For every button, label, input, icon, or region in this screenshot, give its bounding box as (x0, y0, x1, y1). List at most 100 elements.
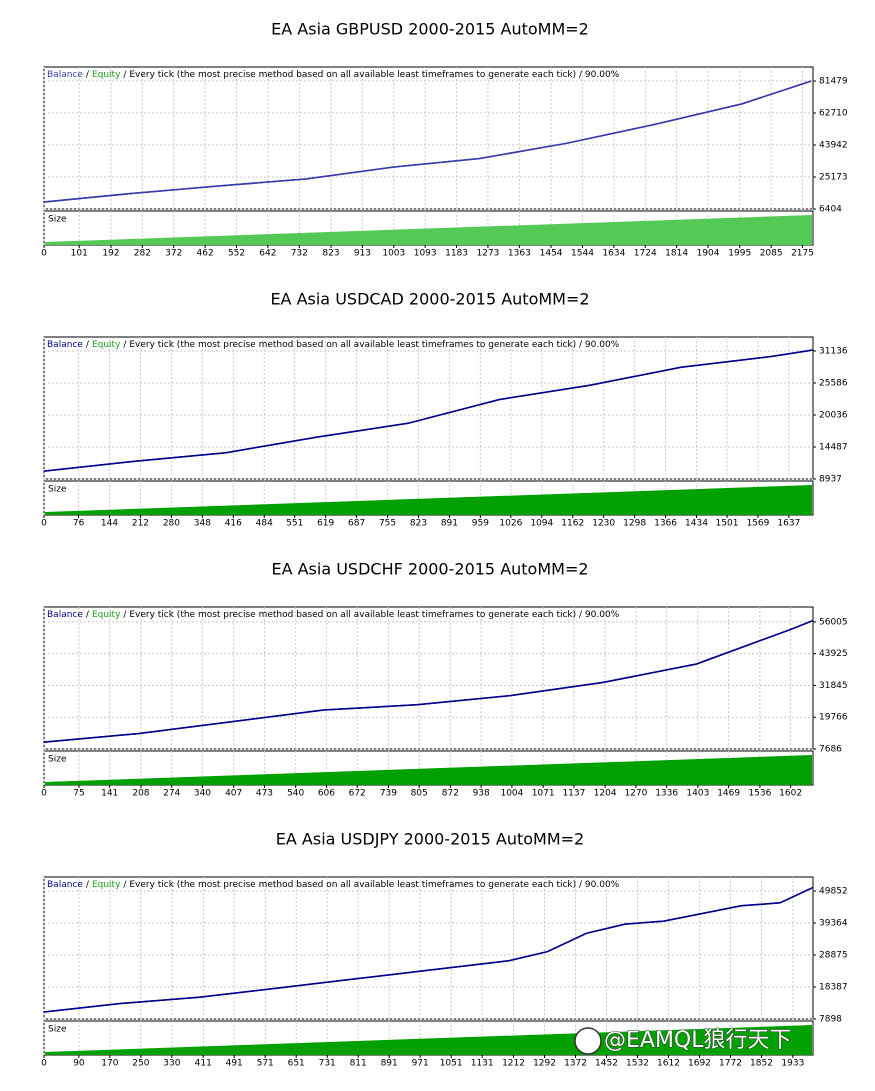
x-tick-label: 891 (381, 1059, 398, 1069)
x-tick-label: 1569 (746, 519, 769, 529)
y-tick-label: 7686 (819, 745, 842, 755)
balance-line (43, 349, 814, 472)
x-tick-label: 0 (41, 519, 47, 529)
watermark: @EAMQL狼行天下 (604, 1028, 792, 1053)
legend-text: / Every tick (the most precise method ba… (123, 340, 619, 350)
legend-entry: Balance (47, 70, 83, 80)
x-tick-label: 1292 (533, 1059, 556, 1069)
x-tick-label: 101 (71, 249, 88, 259)
x-tick-label: 2085 (760, 249, 783, 259)
x-tick-label: 552 (228, 249, 245, 259)
x-tick-label: 755 (379, 519, 396, 529)
x-tick-label: 619 (317, 519, 334, 529)
x-tick-label: 823 (410, 519, 427, 529)
x-tick-label: 1004 (500, 789, 523, 799)
legend-separator: / (86, 70, 90, 80)
x-tick-label: 1637 (777, 519, 800, 529)
x-tick-label: 1933 (781, 1059, 804, 1069)
y-tick-label: 43942 (819, 141, 848, 151)
x-tick-label: 1904 (697, 249, 720, 259)
y-tick-label: 81479 (819, 77, 848, 87)
x-tick-label: 1852 (750, 1059, 773, 1069)
x-tick-label: 274 (163, 789, 180, 799)
x-tick-label: 1051 (440, 1059, 463, 1069)
chart-title: EA Asia USDCHF 2000-2015 AutoMM=2 (271, 560, 588, 579)
y-tick-label: 31136 (819, 346, 848, 356)
legend-entry: Equity (92, 340, 121, 350)
legend-entry: Equity (92, 610, 121, 620)
x-tick-label: 1692 (688, 1059, 711, 1069)
x-tick-label: 1366 (654, 519, 677, 529)
x-tick-label: 687 (348, 519, 365, 529)
x-tick-label: 1273 (477, 249, 500, 259)
balance-line (43, 619, 814, 743)
x-tick-label: 484 (256, 519, 273, 529)
x-tick-label: 938 (473, 789, 490, 799)
x-tick-label: 76 (73, 519, 85, 529)
x-tick-label: 1071 (532, 789, 555, 799)
x-tick-label: 416 (225, 519, 242, 529)
x-tick-label: 2175 (791, 249, 814, 259)
size-area (45, 1025, 812, 1055)
x-tick-label: 1501 (716, 519, 739, 529)
legend-separator: / (86, 880, 90, 890)
y-tick-label: 25586 (819, 378, 848, 388)
legend-entry: Equity (92, 70, 121, 80)
y-tick-label: 20036 (819, 410, 848, 420)
x-tick-label: 1363 (508, 249, 531, 259)
y-tick-label: 56005 (819, 617, 848, 627)
x-tick-label: 1536 (748, 789, 771, 799)
x-tick-label: 1093 (414, 249, 437, 259)
y-tick-label: 18387 (819, 982, 848, 992)
x-tick-label: 250 (132, 1059, 149, 1069)
x-tick-label: 811 (350, 1059, 367, 1069)
x-tick-label: 913 (354, 249, 371, 259)
legend-text: / Every tick (the most precise method ba… (123, 70, 619, 80)
x-tick-label: 1634 (602, 249, 625, 259)
x-tick-label: 462 (197, 249, 214, 259)
y-tick-label: 39364 (819, 918, 848, 928)
x-tick-label: 170 (101, 1059, 118, 1069)
x-tick-label: 1454 (540, 249, 563, 259)
x-tick-label: 571 (257, 1059, 274, 1069)
x-tick-label: 144 (101, 519, 118, 529)
y-tick-label: 6404 (819, 205, 842, 215)
legend-separator: / (86, 610, 90, 620)
x-tick-label: 372 (165, 249, 182, 259)
x-tick-label: 732 (291, 249, 308, 259)
y-tick-label: 25173 (819, 173, 848, 183)
x-tick-label: 340 (194, 789, 211, 799)
legend: Balance / Equity / Every tick (the most pre… (47, 880, 620, 890)
panel-label: Size (48, 485, 67, 495)
panel-label: Size (48, 215, 67, 225)
legend: Balance / Equity / Every tick (the most pre… (47, 70, 620, 80)
x-tick-label: 1212 (502, 1059, 525, 1069)
y-tick-label: 28875 (819, 950, 848, 960)
x-tick-label: 473 (256, 789, 273, 799)
x-tick-label: 208 (132, 789, 149, 799)
x-tick-label: 1814 (665, 249, 688, 259)
x-tick-label: 642 (259, 249, 276, 259)
x-tick-label: 330 (163, 1059, 180, 1069)
x-tick-label: 959 (472, 519, 489, 529)
legend-text: / Every tick (the most precise method ba… (123, 610, 619, 620)
legend-entry: Balance (47, 880, 83, 890)
x-tick-label: 212 (132, 519, 149, 529)
x-tick-label: 90 (73, 1059, 85, 1069)
y-tick-label: 49852 (819, 886, 848, 896)
x-tick-label: 411 (195, 1059, 212, 1069)
watermark-icon (574, 1027, 602, 1055)
x-tick-label: 1724 (634, 249, 657, 259)
main-panel (43, 66, 814, 210)
x-tick-label: 348 (194, 519, 211, 529)
x-tick-label: 491 (226, 1059, 243, 1069)
x-tick-label: 1544 (571, 249, 594, 259)
main-panel (43, 606, 814, 750)
x-tick-label: 192 (102, 249, 119, 259)
legend-separator: / (86, 340, 90, 350)
x-tick-label: 606 (318, 789, 335, 799)
x-tick-label: 551 (286, 519, 303, 529)
balance-line (43, 886, 814, 1013)
x-tick-label: 1003 (382, 249, 405, 259)
